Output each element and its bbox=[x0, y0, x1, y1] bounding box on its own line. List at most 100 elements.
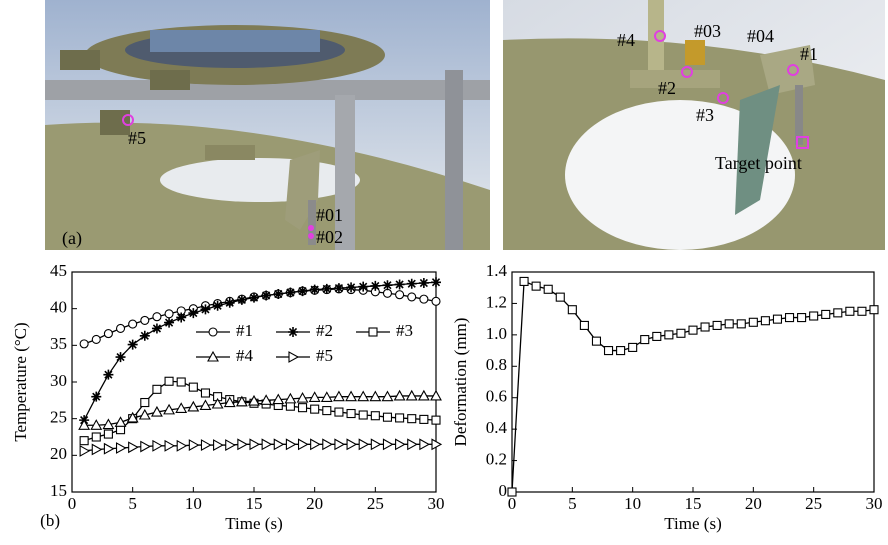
marker bbox=[80, 437, 88, 445]
marker bbox=[359, 439, 368, 449]
x-tick-label: 10 bbox=[185, 494, 202, 513]
x-tick-label: 15 bbox=[246, 494, 263, 513]
marker bbox=[556, 293, 564, 301]
marker bbox=[346, 282, 356, 292]
series-line bbox=[84, 381, 436, 440]
marker bbox=[725, 320, 733, 328]
marker bbox=[311, 439, 320, 449]
y-tick-label: 1.2 bbox=[486, 292, 507, 311]
point-label: #02 bbox=[316, 227, 343, 247]
marker bbox=[737, 320, 745, 328]
marker bbox=[520, 277, 528, 285]
marker bbox=[273, 289, 283, 299]
marker bbox=[629, 343, 637, 351]
marker bbox=[189, 383, 197, 391]
marker bbox=[104, 330, 112, 338]
x-axis-label: Time (s) bbox=[225, 514, 282, 533]
x-tick-label: 5 bbox=[128, 494, 137, 513]
marker bbox=[91, 392, 101, 402]
marker bbox=[334, 283, 344, 293]
marker bbox=[653, 332, 661, 340]
marker bbox=[261, 290, 271, 300]
legend-marker bbox=[369, 328, 377, 336]
marker bbox=[383, 289, 391, 297]
y-tick-label: 25 bbox=[50, 408, 67, 427]
marker bbox=[129, 442, 138, 452]
marker bbox=[335, 439, 344, 449]
marker bbox=[532, 282, 540, 290]
legend-marker bbox=[288, 327, 298, 337]
marker bbox=[92, 335, 100, 343]
marker bbox=[786, 314, 794, 322]
marker bbox=[213, 301, 223, 311]
image-a bbox=[45, 0, 490, 250]
y-tick-label: 20 bbox=[50, 444, 67, 463]
marker bbox=[201, 440, 210, 450]
marker bbox=[153, 385, 161, 393]
figure: (a) #5 #01 #02 #4 #03 #04 #1 #2 #3 Targe… bbox=[0, 0, 888, 545]
marker bbox=[129, 320, 137, 328]
marker bbox=[165, 377, 173, 385]
marker bbox=[201, 389, 209, 397]
marker bbox=[371, 412, 379, 420]
legend-marker bbox=[209, 328, 217, 336]
marker bbox=[580, 321, 588, 329]
marker bbox=[152, 323, 162, 333]
marker bbox=[200, 304, 210, 314]
y-tick-label: 40 bbox=[50, 298, 67, 317]
marker bbox=[432, 297, 440, 305]
marker bbox=[382, 280, 392, 290]
panel-label: (a) bbox=[62, 228, 82, 249]
marker bbox=[104, 430, 112, 438]
y-tick-label: 0.6 bbox=[486, 387, 507, 406]
y-tick-label: 1.0 bbox=[486, 324, 507, 343]
y-tick-label: 1.4 bbox=[486, 261, 508, 280]
marker bbox=[323, 439, 332, 449]
marker bbox=[359, 411, 367, 419]
marker bbox=[358, 282, 368, 292]
marker bbox=[617, 347, 625, 355]
marker bbox=[165, 441, 174, 451]
marker bbox=[250, 439, 259, 449]
x-tick-label: 30 bbox=[866, 494, 883, 513]
marker bbox=[214, 440, 223, 450]
marker bbox=[249, 293, 259, 303]
marker bbox=[177, 378, 185, 386]
marker bbox=[285, 288, 295, 298]
marker bbox=[116, 352, 126, 362]
marker bbox=[641, 336, 649, 344]
legend-label: #4 bbox=[236, 346, 254, 365]
marker bbox=[396, 439, 405, 449]
marker bbox=[117, 443, 126, 453]
marker bbox=[408, 439, 417, 449]
point-label: #3 bbox=[696, 105, 714, 125]
marker bbox=[677, 329, 685, 337]
marker bbox=[544, 285, 552, 293]
marker bbox=[323, 407, 331, 415]
marker bbox=[665, 331, 673, 339]
y-tick-label: 30 bbox=[50, 371, 67, 390]
x-tick-label: 20 bbox=[306, 494, 323, 513]
marker bbox=[870, 306, 878, 314]
y-tick-label: 35 bbox=[50, 334, 67, 353]
marker bbox=[383, 413, 391, 421]
marker bbox=[432, 416, 440, 424]
marker bbox=[286, 439, 295, 449]
y-tick-label: 45 bbox=[50, 261, 67, 280]
marker bbox=[103, 370, 113, 380]
marker bbox=[298, 286, 308, 296]
marker bbox=[383, 439, 392, 449]
marker bbox=[713, 321, 721, 329]
marker bbox=[408, 415, 416, 423]
marker bbox=[226, 440, 235, 450]
marker bbox=[225, 298, 235, 308]
marker bbox=[189, 440, 198, 450]
marker bbox=[153, 441, 162, 451]
y-axis-label: Temperature (°C) bbox=[11, 322, 30, 441]
point-label: #5 bbox=[128, 128, 146, 148]
marker bbox=[822, 310, 830, 318]
plot-frame bbox=[512, 272, 874, 492]
legend-label: #3 bbox=[396, 321, 413, 340]
marker bbox=[592, 337, 600, 345]
marker bbox=[407, 279, 417, 289]
